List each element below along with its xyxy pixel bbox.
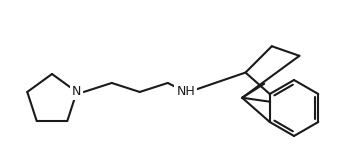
Text: N: N (72, 85, 81, 98)
Text: NH: NH (176, 85, 195, 98)
